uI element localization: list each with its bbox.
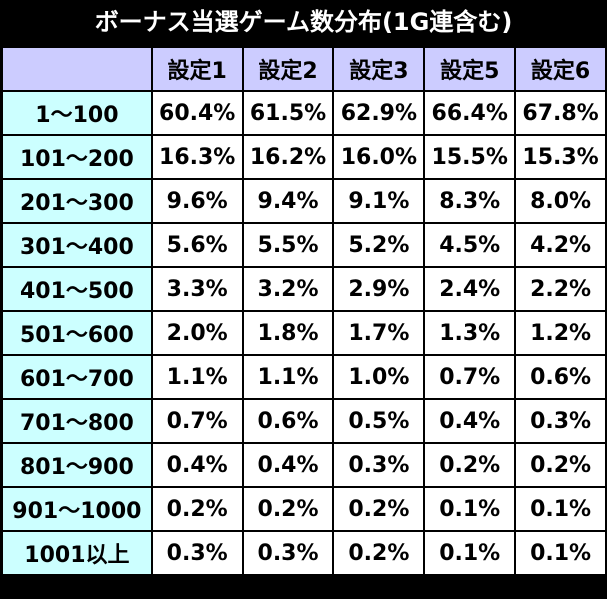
value-cell: 0.4% bbox=[423, 398, 517, 444]
value-cell: 5.2% bbox=[332, 222, 426, 268]
value-cell: 2.4% bbox=[423, 266, 517, 312]
value-cell: 0.1% bbox=[514, 486, 607, 532]
value-cell: 0.7% bbox=[150, 398, 244, 444]
value-cell: 3.2% bbox=[241, 266, 335, 312]
value-cell: 0.2% bbox=[332, 486, 426, 532]
table-row: 101～200 16.3% 16.2% 16.0% 15.5% 15.3% bbox=[1, 134, 607, 180]
row-label: 1～100 bbox=[1, 90, 153, 136]
row-label: 301～400 bbox=[1, 222, 153, 268]
value-cell: 9.1% bbox=[332, 178, 426, 224]
table-row: 201～300 9.6% 9.4% 9.1% 8.3% 8.0% bbox=[1, 178, 607, 224]
table-row: 501～600 2.0% 1.8% 1.7% 1.3% 1.2% bbox=[1, 310, 607, 356]
row-label: 401～500 bbox=[1, 266, 153, 312]
value-cell: 2.9% bbox=[332, 266, 426, 312]
value-cell: 16.0% bbox=[332, 134, 426, 180]
row-label: 501～600 bbox=[1, 310, 153, 356]
value-cell: 1.1% bbox=[150, 354, 244, 400]
value-cell: 0.1% bbox=[423, 486, 517, 532]
value-cell: 4.2% bbox=[514, 222, 607, 268]
value-cell: 5.5% bbox=[241, 222, 335, 268]
value-cell: 0.3% bbox=[241, 530, 335, 576]
value-cell: 5.6% bbox=[150, 222, 244, 268]
value-cell: 0.2% bbox=[514, 442, 607, 488]
value-cell: 62.9% bbox=[332, 90, 426, 136]
value-cell: 3.3% bbox=[150, 266, 244, 312]
row-label: 1001以上 bbox=[1, 530, 153, 576]
row-label: 201～300 bbox=[1, 178, 153, 224]
row-label: 601～700 bbox=[1, 354, 153, 400]
value-cell: 0.3% bbox=[514, 398, 607, 444]
value-cell: 15.5% bbox=[423, 134, 517, 180]
table-row: 401～500 3.3% 3.2% 2.9% 2.4% 2.2% bbox=[1, 266, 607, 312]
column-header: 設定1 bbox=[150, 46, 244, 92]
value-cell: 0.3% bbox=[150, 530, 244, 576]
value-cell: 0.3% bbox=[332, 442, 426, 488]
value-cell: 0.2% bbox=[332, 530, 426, 576]
table-row: 801～900 0.4% 0.4% 0.3% 0.2% 0.2% bbox=[1, 442, 607, 488]
table-row: 1～100 60.4% 61.5% 62.9% 66.4% 67.8% bbox=[1, 90, 607, 136]
value-cell: 1.1% bbox=[241, 354, 335, 400]
value-cell: 4.5% bbox=[423, 222, 517, 268]
page-title: ボーナス当選ゲーム数分布(1G連含む) bbox=[94, 8, 513, 36]
row-label: 101～200 bbox=[1, 134, 153, 180]
column-header: 設定6 bbox=[514, 46, 607, 92]
value-cell: 66.4% bbox=[423, 90, 517, 136]
table-row: 1001以上 0.3% 0.3% 0.2% 0.1% 0.1% bbox=[1, 530, 607, 576]
value-cell: 16.2% bbox=[241, 134, 335, 180]
value-cell: 67.8% bbox=[514, 90, 607, 136]
value-cell: 1.2% bbox=[514, 310, 607, 356]
value-cell: 0.2% bbox=[150, 486, 244, 532]
corner-cell bbox=[1, 46, 153, 92]
value-cell: 1.0% bbox=[332, 354, 426, 400]
value-cell: 8.0% bbox=[514, 178, 607, 224]
table-row: 301～400 5.6% 5.5% 5.2% 4.5% 4.2% bbox=[1, 222, 607, 268]
value-cell: 0.2% bbox=[241, 486, 335, 532]
distribution-table: 設定1 設定2 設定3 設定5 設定6 1～100 60.4% 61.5% 62.9% 66.4%… bbox=[1, 46, 607, 576]
value-cell: 1.3% bbox=[423, 310, 517, 356]
value-cell: 1.8% bbox=[241, 310, 335, 356]
value-cell: 60.4% bbox=[150, 90, 244, 136]
value-cell: 0.2% bbox=[423, 442, 517, 488]
value-cell: 0.6% bbox=[241, 398, 335, 444]
value-cell: 9.4% bbox=[241, 178, 335, 224]
value-cell: 0.5% bbox=[332, 398, 426, 444]
header-row: 設定1 設定2 設定3 設定5 設定6 bbox=[1, 46, 607, 92]
row-label: 801～900 bbox=[1, 442, 153, 488]
row-label: 701～800 bbox=[1, 398, 153, 444]
value-cell: 0.4% bbox=[241, 442, 335, 488]
value-cell: 0.7% bbox=[423, 354, 517, 400]
value-cell: 8.3% bbox=[423, 178, 517, 224]
value-cell: 0.1% bbox=[514, 530, 607, 576]
value-cell: 0.1% bbox=[423, 530, 517, 576]
value-cell: 2.0% bbox=[150, 310, 244, 356]
table-row: 901～1000 0.2% 0.2% 0.2% 0.1% 0.1% bbox=[1, 486, 607, 532]
row-label: 901～1000 bbox=[1, 486, 153, 532]
value-cell: 9.6% bbox=[150, 178, 244, 224]
column-header: 設定5 bbox=[423, 46, 517, 92]
value-cell: 15.3% bbox=[514, 134, 607, 180]
column-header: 設定2 bbox=[241, 46, 335, 92]
column-header: 設定3 bbox=[332, 46, 426, 92]
value-cell: 16.3% bbox=[150, 134, 244, 180]
value-cell: 0.4% bbox=[150, 442, 244, 488]
value-cell: 1.7% bbox=[332, 310, 426, 356]
table-row: 701～800 0.7% 0.6% 0.5% 0.4% 0.3% bbox=[1, 398, 607, 444]
value-cell: 2.2% bbox=[514, 266, 607, 312]
value-cell: 0.6% bbox=[514, 354, 607, 400]
table-row: 601～700 1.1% 1.1% 1.0% 0.7% 0.6% bbox=[1, 354, 607, 400]
value-cell: 61.5% bbox=[241, 90, 335, 136]
